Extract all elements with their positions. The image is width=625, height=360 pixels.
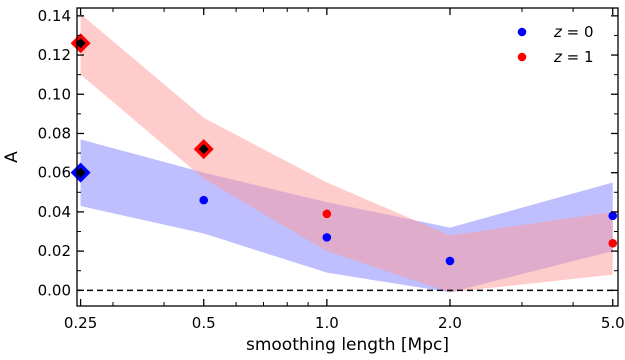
y-tick-label: 0.08 — [38, 124, 71, 142]
legend-equals-0: = 0 — [562, 23, 594, 41]
band-series-1 — [80, 13, 613, 293]
data-point-series-0-4 — [608, 211, 618, 221]
y-tick-label: 0.02 — [38, 242, 71, 260]
y-tick-label: 0.06 — [38, 164, 71, 182]
x-tick-label: 2.0 — [438, 314, 462, 332]
data-point-series-0-3 — [445, 256, 455, 266]
legend-marker-1 — [517, 52, 527, 62]
y-tick-label: 0.12 — [38, 46, 71, 64]
y-axis-label: A — [2, 151, 22, 163]
plot-frame — [76, 7, 619, 307]
data-point-series-0-1 — [199, 195, 209, 205]
y-tick-label: 0.04 — [38, 203, 71, 221]
bands-layer — [80, 13, 613, 293]
x-tick-label: 0.5 — [192, 314, 216, 332]
y-tick-label: 0.10 — [38, 85, 71, 103]
legend: z = 0 z = 1 — [517, 23, 594, 66]
x-tick-label: 0.25 — [64, 314, 97, 332]
x-axis-label: smoothing length [Mpc] — [246, 335, 449, 355]
data-point-series-1-4 — [608, 238, 618, 248]
data-point-series-0-2 — [322, 233, 332, 242]
axes-layer: 0.25 0.5 1.0 2.0 5.0 0.00 0.02 0.04 0.06 0.08 0.10… — [2, 7, 625, 355]
x-tick-label: 1.0 — [315, 314, 339, 332]
legend-label-1: z = 1 — [553, 48, 594, 66]
legend-marker-0 — [517, 27, 527, 37]
y-tick-label: 0.14 — [38, 7, 71, 25]
data-point-series-1-2 — [322, 209, 332, 219]
highlight-diamond-inner-1-1 — [198, 144, 209, 155]
legend-equals-1: = 1 — [562, 48, 594, 66]
highlight-diamond-inner-1-0 — [75, 38, 86, 49]
x-tick-label: 5.0 — [601, 314, 625, 332]
y-tick-label: 0.00 — [38, 281, 71, 299]
legend-label-0: z = 0 — [553, 23, 594, 41]
